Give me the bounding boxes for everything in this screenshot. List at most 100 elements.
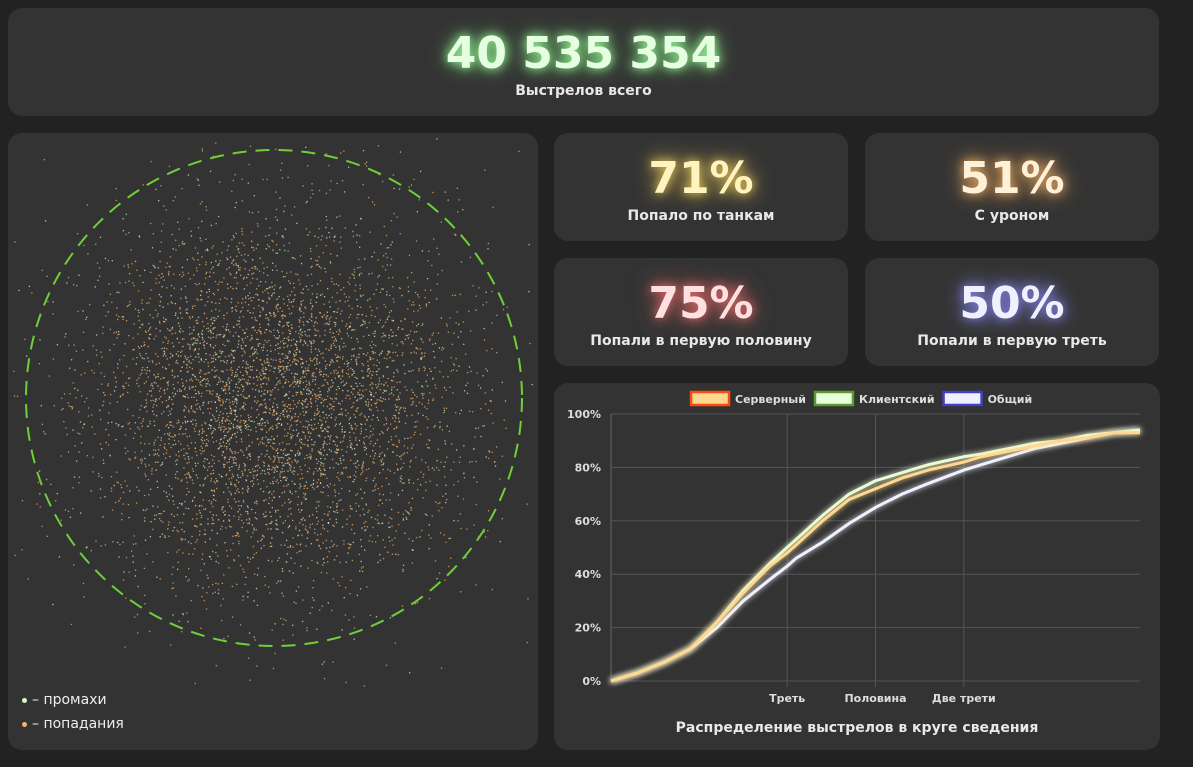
hit-dot: [196, 518, 198, 520]
hit-dot: [221, 582, 224, 585]
hit-dot: [330, 345, 332, 348]
hit-dot: [372, 428, 374, 430]
hit-dot: [269, 407, 271, 410]
miss-dot: [299, 381, 301, 383]
hit-dot: [267, 471, 269, 474]
miss-dot: [378, 383, 380, 385]
miss-dot: [247, 182, 249, 184]
hit-dot: [131, 550, 133, 552]
hit-dot: [289, 546, 291, 548]
hit-dot: [229, 369, 232, 371]
miss-dot: [253, 600, 255, 602]
hit-dot: [297, 504, 299, 506]
miss-dot: [220, 438, 222, 440]
hit-dot: [288, 407, 291, 409]
miss-dot: [179, 312, 182, 314]
hit-dot: [210, 477, 213, 480]
hit-dot: [466, 528, 468, 530]
miss-dot: [216, 353, 218, 355]
hit-dot: [299, 413, 301, 415]
hit-dot: [190, 378, 192, 380]
hit-dot: [238, 336, 240, 338]
hit-dot: [290, 271, 292, 273]
hit-dot: [294, 381, 296, 383]
hit-dot: [95, 354, 98, 356]
hit-dot: [260, 379, 263, 381]
miss-dot: [328, 232, 330, 234]
miss-dot: [163, 389, 165, 391]
miss-dot: [297, 460, 299, 462]
hit-dot: [397, 395, 400, 397]
miss-dot: [455, 234, 457, 236]
hit-dot: [330, 253, 332, 255]
hit-dot: [287, 546, 289, 548]
hit-dot: [136, 502, 138, 504]
hit-dot: [264, 584, 266, 586]
hit-dot: [196, 454, 198, 457]
hit-dot: [286, 324, 288, 326]
hit-dot: [198, 264, 201, 266]
hit-dot: [419, 433, 422, 435]
hit-dot: [334, 377, 337, 379]
hit-dot: [194, 682, 196, 685]
hit-dot: [302, 321, 304, 323]
miss-dot: [361, 570, 364, 573]
hit-dot: [433, 426, 435, 428]
miss-dot: [300, 339, 302, 341]
hit-dot: [232, 349, 235, 352]
hit-dot: [323, 417, 325, 419]
miss-dot: [210, 330, 212, 332]
miss-dot: [183, 531, 185, 533]
stat-card-first-half: 75% Попали в первую половину: [554, 258, 848, 366]
hit-dot: [165, 457, 167, 459]
hit-dot: [265, 366, 267, 369]
miss-dot: [217, 264, 219, 266]
stat-label: Попали в первую треть: [917, 333, 1107, 349]
hit-dot: [397, 396, 399, 399]
miss-dot: [221, 419, 223, 421]
hit-dot: [288, 428, 291, 430]
hit-dot: [302, 425, 304, 428]
hit-dot: [290, 324, 293, 326]
miss-dot: [153, 374, 155, 376]
hit-dot: [239, 564, 242, 567]
hit-dot: [333, 543, 335, 546]
miss-dot: [272, 442, 274, 444]
miss-dot: [276, 304, 278, 306]
miss-dot: [167, 405, 169, 407]
hit-dot: [212, 430, 214, 432]
hit-dot: [218, 302, 220, 305]
hit-dot: [351, 307, 353, 310]
miss-dot: [301, 404, 304, 406]
miss-dot: [191, 343, 194, 345]
hit-dot: [216, 479, 218, 482]
miss-dot: [328, 414, 330, 417]
hit-dot: [385, 234, 388, 237]
hit-dot: [349, 398, 351, 400]
miss-dot: [260, 374, 262, 376]
hit-dot: [198, 361, 200, 363]
hit-dot: [402, 517, 405, 520]
hit-dot: [299, 478, 301, 480]
miss-dot: [334, 511, 336, 513]
hit-dot: [129, 427, 132, 430]
hit-dot: [136, 379, 138, 381]
hit-dot: [182, 613, 185, 616]
hit-dot: [307, 445, 309, 448]
miss-dot: [265, 368, 268, 370]
hit-dot: [359, 423, 362, 425]
hit-dot: [197, 322, 199, 324]
hit-dot: [258, 456, 261, 458]
hit-dot: [281, 471, 284, 473]
hit-dot: [200, 332, 203, 334]
hit-dot: [351, 443, 353, 445]
hit-dot: [297, 508, 300, 511]
hit-dot: [411, 414, 413, 416]
hit-dot: [275, 191, 277, 193]
hit-dot: [329, 331, 331, 334]
hit-dot: [110, 490, 113, 492]
miss-dot: [348, 362, 350, 364]
miss-dot: [371, 256, 373, 258]
hit-dot: [281, 270, 283, 273]
hit-dot: [283, 365, 285, 368]
